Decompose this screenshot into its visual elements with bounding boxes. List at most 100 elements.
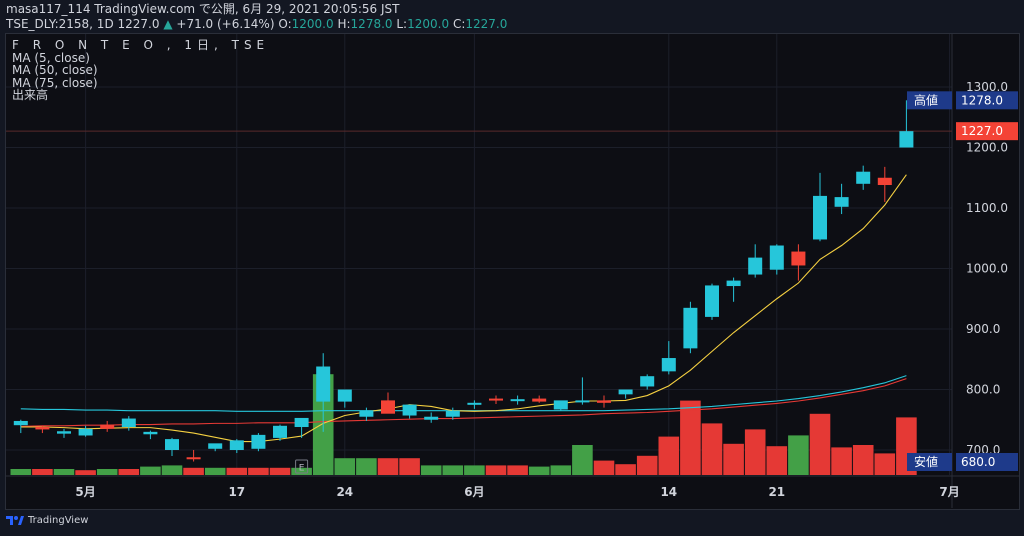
price-label-box xyxy=(956,91,1018,110)
candle-body xyxy=(640,376,655,387)
volume-bar xyxy=(572,445,593,475)
tradingview-logo-icon xyxy=(6,516,24,525)
candle-body xyxy=(121,418,136,428)
volume-bar xyxy=(680,400,701,475)
publish-info: masa117_114 TradingView.com で公開, 6月 29, … xyxy=(6,2,400,16)
footer-brand: TradingView xyxy=(28,514,89,526)
low-value: 1200.0 xyxy=(407,17,450,31)
candle-body xyxy=(445,410,460,417)
legend-ma50[interactable]: MA (50, close) xyxy=(12,63,98,77)
candle-body xyxy=(467,402,482,405)
close-label: C: xyxy=(452,17,466,31)
candle-body xyxy=(661,358,676,372)
price-change: +71.0 (+6.14%) xyxy=(176,17,275,31)
candle-body xyxy=(57,431,71,434)
candle-body xyxy=(316,366,331,402)
volume-bar xyxy=(831,447,852,475)
candle-body xyxy=(834,197,849,207)
x-tick-label: 14 xyxy=(660,485,677,499)
volume-bar xyxy=(75,470,96,475)
volume-bar xyxy=(269,467,291,475)
volume-bar xyxy=(356,458,377,475)
legend-ma75[interactable]: MA (75, close) xyxy=(12,75,98,90)
candle-body xyxy=(877,177,892,186)
volume-bar xyxy=(636,455,658,475)
volume-bar xyxy=(96,469,118,475)
ma75-line xyxy=(20,378,907,427)
x-tick-label: 21 xyxy=(768,485,785,499)
low-label: L: xyxy=(396,17,408,31)
volume-bar xyxy=(615,464,636,475)
volume-bar xyxy=(183,467,204,475)
y-tick-label: 1200.0 xyxy=(966,141,1008,155)
candle-body xyxy=(769,245,784,270)
candle-body xyxy=(899,131,914,148)
candle-body xyxy=(13,420,28,426)
candle-body xyxy=(791,251,806,266)
price-tag-box xyxy=(907,91,952,110)
y-tick-label: 1300.0 xyxy=(966,80,1008,94)
candle-body xyxy=(510,399,525,402)
volume-bar xyxy=(248,467,269,475)
volume-bar xyxy=(420,465,442,475)
candle-body xyxy=(726,280,741,287)
candle-body xyxy=(597,400,611,403)
volume-bar xyxy=(161,465,183,475)
ma5-line xyxy=(20,174,907,443)
volume-bar xyxy=(744,429,766,475)
earnings-marker xyxy=(295,459,309,474)
candle-body xyxy=(143,431,158,435)
legend-volume[interactable]: 出来高 xyxy=(12,88,49,102)
price-tag-box xyxy=(907,453,952,471)
volume-bar xyxy=(10,469,32,475)
volume-bar xyxy=(766,446,788,475)
volume-bar xyxy=(874,453,896,475)
change-arrow-icon: ▲ xyxy=(163,17,173,31)
y-tick-label: 1000.0 xyxy=(966,262,1008,276)
volume-bar xyxy=(507,465,528,475)
volume-bar xyxy=(377,458,399,475)
volume-bar xyxy=(334,458,356,475)
candle-body xyxy=(618,389,633,395)
volume-bar xyxy=(658,436,680,475)
volume-bar xyxy=(204,467,226,475)
volume-bar xyxy=(118,469,140,475)
candle-body xyxy=(294,417,309,428)
legend-ma5[interactable]: MA (5, close) xyxy=(12,50,90,65)
candle-body xyxy=(186,457,201,460)
candlestick-chart[interactable]: E800.0900.01000.01100.01200.01300.0700.0… xyxy=(6,34,1019,509)
open-label: O: xyxy=(278,17,292,31)
price-label-value: 680.0 xyxy=(961,455,995,469)
ma50-line xyxy=(20,375,907,412)
candle-body xyxy=(381,400,395,414)
earnings-marker-label: E xyxy=(299,464,305,474)
candle-body xyxy=(208,443,223,449)
chart-panel[interactable]: E 800.0 900.0 1000.0 1100.0 1200.0 1300.0 700.0… xyxy=(5,33,1020,510)
ohlc-line: TSE_DLY:2158, 1D 1227.0 ▲ +71.0 (+6.14%)… xyxy=(6,17,1018,32)
candle-body xyxy=(402,404,417,416)
volume-bar xyxy=(593,460,615,475)
chart-header: masa117_114 TradingView.com で公開, 6月 29, … xyxy=(6,2,1018,32)
candle-body xyxy=(424,416,439,420)
volume-bar xyxy=(53,469,75,475)
candle-body xyxy=(359,410,374,417)
price-label-value: 1278.0 xyxy=(961,93,1003,107)
candle-body xyxy=(748,257,763,275)
footer: TradingView xyxy=(6,514,88,526)
candle-body xyxy=(78,428,93,436)
candle-body xyxy=(229,440,244,450)
volume-bar xyxy=(226,467,248,475)
price-label-box xyxy=(956,122,1018,141)
volume-bar xyxy=(852,445,874,475)
candle-body xyxy=(273,425,287,438)
candle-body xyxy=(705,285,719,317)
candle-body xyxy=(683,307,698,349)
candle-body xyxy=(575,400,590,403)
x-tick-label: 17 xyxy=(228,485,245,499)
y-tick-label: 900.0 xyxy=(966,322,1000,336)
x-tick-label: 5月 xyxy=(75,485,95,499)
volume-bar xyxy=(464,465,485,475)
candle-body xyxy=(489,398,503,401)
close-value: 1227.0 xyxy=(465,17,508,31)
volume-bar xyxy=(399,458,420,475)
